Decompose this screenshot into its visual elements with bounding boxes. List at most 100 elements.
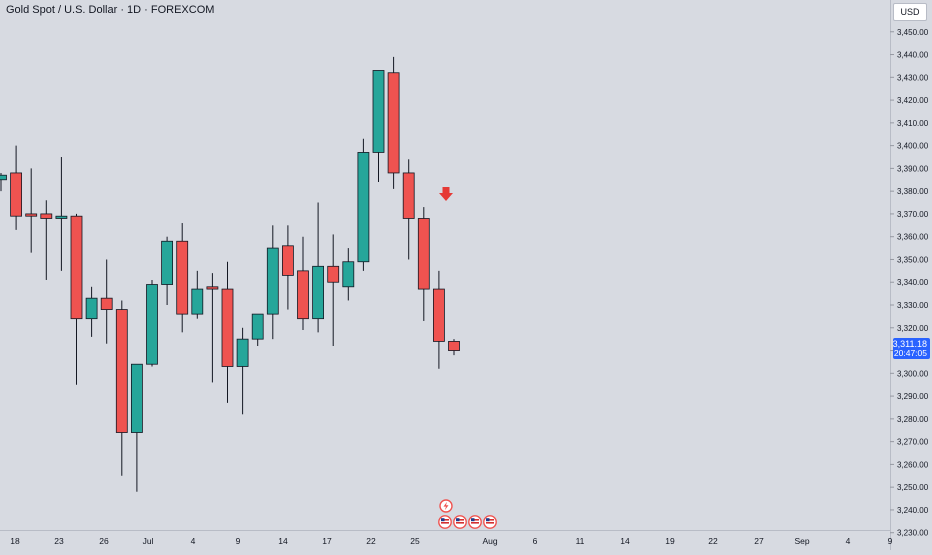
time-tick-label: 18 xyxy=(10,536,20,546)
candle-body-up xyxy=(55,215,68,219)
candle[interactable] xyxy=(115,300,128,476)
current-price-tag: 3,311.18 20:47:05 xyxy=(893,338,930,359)
candle[interactable] xyxy=(40,200,53,280)
time-tick-label: 11 xyxy=(576,536,585,546)
candle-body-up xyxy=(342,261,355,288)
time-tick-label: 9 xyxy=(888,536,893,546)
candle-body-down xyxy=(206,286,219,290)
us-flag-icon[interactable] xyxy=(483,515,497,529)
candle[interactable] xyxy=(161,236,174,306)
candle-body-down xyxy=(387,72,400,174)
candle[interactable] xyxy=(387,56,400,189)
price-tick-label: 3,380.00 xyxy=(897,187,929,196)
candle[interactable] xyxy=(191,270,204,319)
candle[interactable] xyxy=(327,234,340,346)
candle-body-down xyxy=(100,297,113,310)
time-tick-label: Aug xyxy=(482,536,497,546)
price-tick-label: 3,430.00 xyxy=(897,73,929,82)
us-flag-icon[interactable] xyxy=(468,515,482,529)
candle-body-down xyxy=(402,172,415,219)
price-tick-label: 3,410.00 xyxy=(897,119,929,128)
candle-body-down xyxy=(40,213,53,219)
price-tick-label: 3,390.00 xyxy=(897,164,929,173)
candle-body-up xyxy=(146,284,158,365)
price-tick-label: 3,330.00 xyxy=(897,301,929,310)
candle-body-up xyxy=(161,240,174,285)
time-tick-label: 6 xyxy=(533,536,538,546)
price-tick-label: 3,270.00 xyxy=(897,438,929,447)
candle-body-up xyxy=(85,297,98,320)
candle[interactable] xyxy=(402,159,415,260)
time-tick-label: Jul xyxy=(143,536,154,546)
candle[interactable] xyxy=(251,313,264,346)
candle-body-down xyxy=(281,245,294,276)
candles-layer xyxy=(0,56,460,492)
candle[interactable] xyxy=(100,259,113,344)
candle-body-down xyxy=(25,213,38,217)
candle[interactable] xyxy=(448,339,460,356)
candle-body-down xyxy=(221,288,234,367)
price-tick-label: 3,440.00 xyxy=(897,51,929,60)
candle[interactable] xyxy=(206,273,219,383)
candle[interactable] xyxy=(236,327,249,415)
candle[interactable] xyxy=(176,223,189,333)
candle[interactable] xyxy=(0,172,7,192)
candle-body-down xyxy=(115,309,128,433)
candle[interactable] xyxy=(146,279,158,367)
candle[interactable] xyxy=(417,207,430,321)
time-tick-label: Sep xyxy=(794,536,809,546)
candle[interactable] xyxy=(85,286,98,337)
price-tick-label: 3,340.00 xyxy=(897,278,929,287)
time-tick-label: 9 xyxy=(236,536,241,546)
lightning-icon[interactable] xyxy=(439,499,453,513)
candle[interactable] xyxy=(372,70,385,183)
time-tick-label: 17 xyxy=(322,536,332,546)
price-tick-label: 3,240.00 xyxy=(897,506,929,515)
chart-title: Gold Spot / U.S. Dollar · 1D · FOREXCOM xyxy=(6,4,215,16)
candle[interactable] xyxy=(221,261,234,403)
price-tick-label: 3,420.00 xyxy=(897,96,929,105)
price-tick-label: 3,360.00 xyxy=(897,233,929,242)
candle[interactable] xyxy=(266,225,279,340)
price-tick-label: 3,400.00 xyxy=(897,142,929,151)
time-tick-label: 26 xyxy=(99,536,109,546)
candle-body-down xyxy=(417,218,430,290)
price-tick-label: 3,450.00 xyxy=(897,28,929,37)
countdown-label: 20:47:05 xyxy=(894,348,927,358)
arrow-down-icon[interactable] xyxy=(439,187,453,201)
candle[interactable] xyxy=(130,363,143,492)
time-tick-label: 19 xyxy=(665,536,675,546)
price-tick-label: 3,230.00 xyxy=(897,529,929,538)
candle-body-down xyxy=(327,265,340,283)
price-axis[interactable]: 3,450.00 3,440.00 3,430.00 3,420.00 3,410.00… xyxy=(890,28,929,538)
price-tick-label: 3,350.00 xyxy=(897,255,929,264)
candle[interactable] xyxy=(70,213,83,385)
candle-body-up xyxy=(236,338,249,367)
candle[interactable] xyxy=(342,248,355,301)
time-tick-label: 14 xyxy=(620,536,630,546)
time-tick-label: 14 xyxy=(278,536,288,546)
time-tick-label: 27 xyxy=(754,536,764,546)
candle[interactable] xyxy=(312,202,325,333)
current-price-label: 3,311.18 xyxy=(893,339,927,349)
us-flag-icon[interactable] xyxy=(438,515,452,529)
candle-body-down xyxy=(176,240,189,315)
currency-button[interactable]: USD xyxy=(893,3,927,21)
candle[interactable] xyxy=(25,168,38,253)
candle[interactable] xyxy=(432,270,445,369)
candle[interactable] xyxy=(281,225,294,310)
us-flag-icon[interactable] xyxy=(453,515,467,529)
candle-body-down xyxy=(70,215,83,320)
candle[interactable] xyxy=(55,157,68,271)
time-tick-label: 22 xyxy=(708,536,718,546)
candle[interactable] xyxy=(10,145,23,230)
price-tick-label: 3,250.00 xyxy=(897,483,929,492)
candle[interactable] xyxy=(297,236,309,331)
time-axis[interactable]: 18 23 26 Jul 4 9 14 17 22 25 Aug 6 11 14 19 22 27 Sep 4 9 xyxy=(10,536,892,546)
price-tick-label: 3,280.00 xyxy=(897,415,929,424)
candle-body-up xyxy=(191,288,204,315)
price-tick-label: 3,370.00 xyxy=(897,210,929,219)
candle[interactable] xyxy=(357,138,370,271)
